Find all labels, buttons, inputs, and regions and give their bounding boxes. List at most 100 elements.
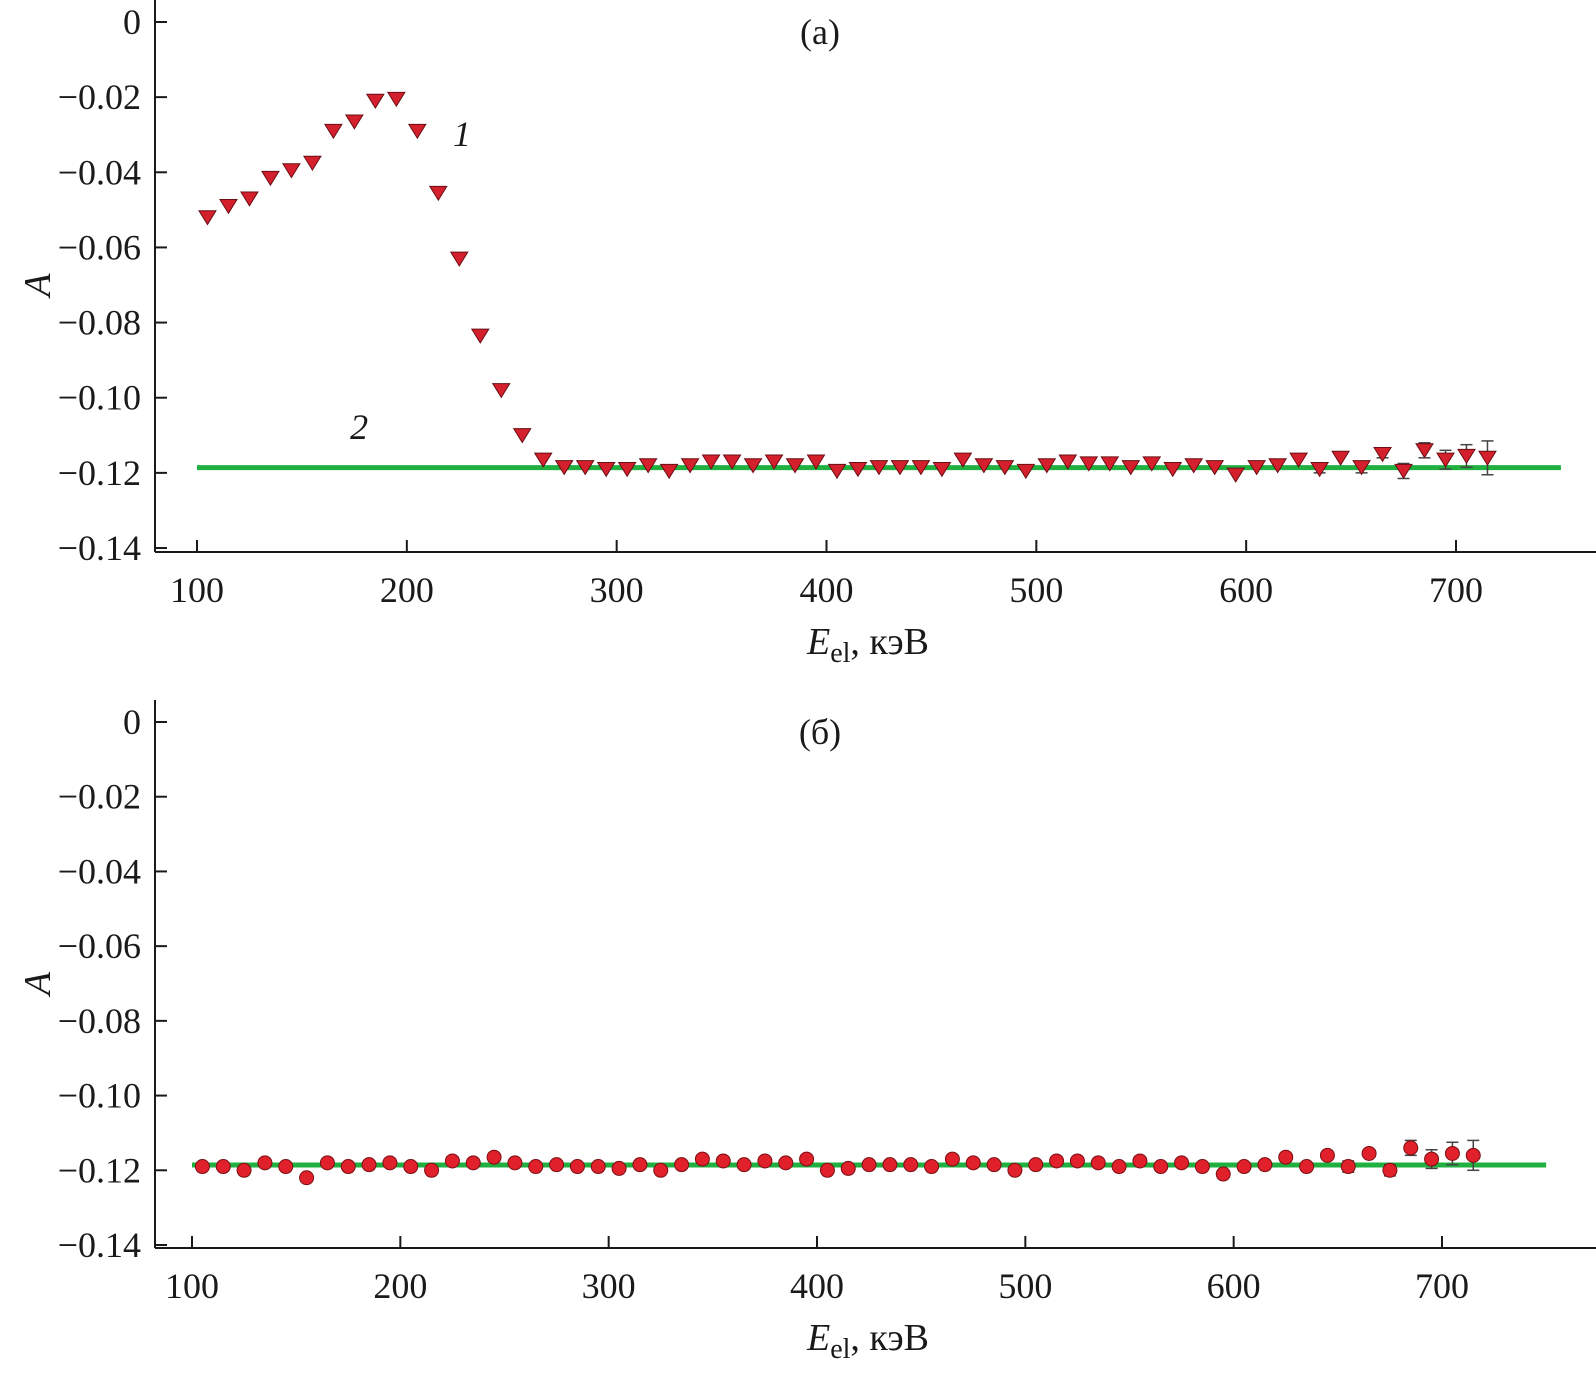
y-tick-label: −0.14 [58,528,141,568]
panel-a-label: (a) [800,12,840,52]
data-point [869,460,889,476]
data-point [743,458,763,474]
data-point [965,1155,981,1171]
data-point [596,462,616,478]
panel-a-x-axis-title: Eel, кэВ [806,621,929,669]
data-point [1373,446,1392,463]
data-point [944,1151,960,1167]
panel-a-x-axis-title-main: E [806,621,830,663]
data-point [491,383,511,399]
x-tick-label: 300 [590,570,644,610]
data-point [319,1155,335,1171]
data-point [1069,1153,1085,1169]
data-point [659,463,679,480]
y-tick-label: −0.02 [58,777,141,817]
data-point [736,1157,752,1173]
panel-a-x-axis-title-sub: el [830,638,850,669]
data-point [1268,458,1288,474]
data-point [257,1155,273,1171]
data-point [1352,460,1371,476]
panel-a-y-axis-title: A [17,273,59,300]
data-point [361,1157,377,1173]
panel-b-label: (б) [799,712,841,752]
data-point [757,1153,773,1169]
y-tick-label: −0.12 [58,1150,141,1190]
data-point [932,462,952,478]
data-point [995,460,1015,476]
x-tick-label: 600 [1207,1266,1261,1306]
panel-b-x-axis-title-sub: el [830,1334,850,1365]
data-point [282,163,301,179]
data-point [554,460,574,476]
y-tick-label: −0.12 [58,453,141,493]
data-point [882,1157,898,1173]
data-point [1100,456,1120,472]
data-point [1361,1145,1377,1161]
data-point [344,114,364,130]
y-tick-label: 0 [123,702,141,742]
y-tick-label: −0.08 [58,303,141,343]
data-point [674,1157,690,1173]
y-tick-label: −0.06 [58,227,141,267]
data-point [575,460,595,476]
data-point [198,210,217,226]
panel-b-x-axis-title-unit: , кэВ [850,1317,929,1359]
y-tick-label: −0.14 [58,1225,141,1265]
y-tick-label: −0.08 [58,1001,141,1041]
data-point [1247,460,1267,476]
y-tick-label: −0.10 [58,1076,141,1116]
panel-b-points [194,1139,1481,1186]
data-point [1121,460,1141,476]
data-point [194,1159,210,1175]
data-point [1299,1159,1315,1175]
y-tick-label: −0.04 [58,851,141,891]
data-point [722,454,742,470]
data-point [528,1159,544,1175]
data-point [1394,463,1413,480]
data-point [428,185,448,202]
data-point [1153,1159,1169,1175]
data-point [1382,1162,1398,1178]
data-point [465,1155,481,1171]
x-tick-label: 400 [800,570,854,610]
data-point [407,123,427,140]
data-point [1226,467,1246,483]
data-point [590,1159,606,1175]
x-tick-label: 300 [582,1266,636,1306]
panel-b-axes: 0 −0.02 −0.04 −0.06 −0.08 −0.10 −0.12 −0.14 100 2… [58,700,1596,1306]
data-point [278,1159,294,1175]
data-point [403,1159,419,1175]
panel-a-points [198,91,1497,483]
data-point [261,170,280,187]
x-tick-label: 600 [1219,570,1273,610]
x-tick-label: 100 [170,570,224,610]
data-point [1403,1140,1419,1156]
x-tick-label: 700 [1429,570,1483,610]
data-point [1478,450,1497,466]
data-point [764,454,784,470]
x-tick-label: 500 [1009,570,1063,610]
data-point [611,1160,627,1176]
data-point [953,452,973,468]
y-tick-label: −0.10 [58,378,141,418]
data-point [848,462,868,478]
data-point [986,1157,1002,1173]
data-point [386,91,406,108]
data-point [340,1159,356,1175]
data-point [1465,1147,1481,1163]
data-point [1028,1157,1044,1173]
data-point [911,460,931,476]
data-point [701,454,721,470]
panel-a-curve-label-2: 2 [350,407,368,447]
data-point [840,1160,856,1176]
data-point [903,1157,919,1173]
panel-a-x-axis-title-unit: , кэВ [850,621,929,663]
panel-b-y-axis-title: A [17,971,59,998]
data-point [1037,458,1057,474]
data-point [653,1162,669,1178]
data-point [1142,456,1162,472]
x-tick-label: 200 [373,1266,427,1306]
y-tick-label: 0 [123,2,141,42]
data-point [303,155,322,172]
